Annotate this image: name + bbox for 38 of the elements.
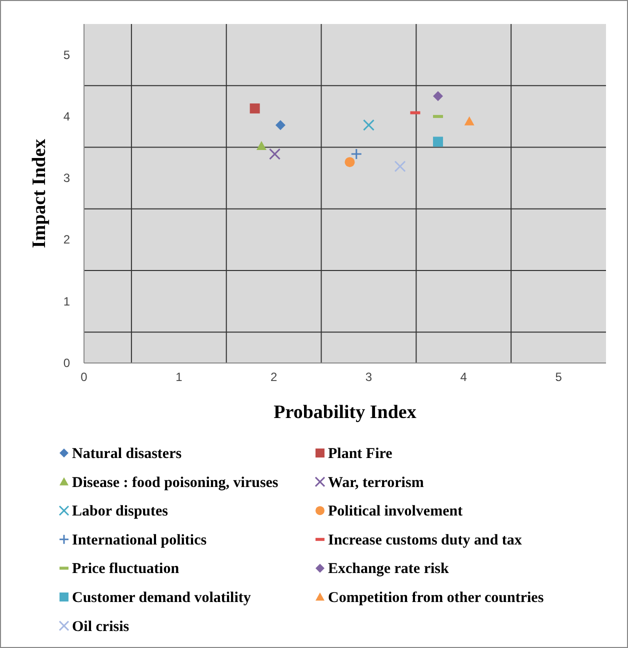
legend-label: Plant Fire [328,446,393,462]
x-tick-label: 3 [365,370,372,384]
legend-label: Exchange rate risk [328,561,450,578]
y-tick-label: 4 [63,109,70,124]
point [350,148,362,160]
point [275,120,286,130]
legend-label: Natural disasters [72,446,182,462]
x-tick-label: 1 [176,370,183,384]
legend-label: Competition from other countries [328,590,544,606]
point [433,136,444,147]
point [362,119,374,131]
legend-label: Labor disputes [72,504,168,520]
y-tick-label: 1 [63,294,70,308]
point [394,160,406,172]
y-axis-title: Impact Index [29,138,50,248]
point [464,116,474,126]
legend-label: Political involvement [328,504,463,520]
legend-label: Disease : food poisoning, viruses [72,474,278,491]
legend-label: Oil crisis [72,618,130,635]
x-tick-label: 0 [80,370,88,384]
legend-label: Price fluctuation [72,561,180,578]
legend-label: War, terrorism [328,474,424,491]
legend-label: Increase customs duty and tax [328,532,522,548]
x-axis-title: Probability Index [274,402,417,423]
y-tick-label: 0 [63,356,70,370]
point [344,157,355,168]
y-tick-label: 5 [63,48,70,62]
x-tick-label: 4 [460,370,468,384]
y-tick-label: 3 [63,171,70,186]
legend-label: International politics [72,532,207,548]
point [269,148,281,160]
x-tick-label: 5 [555,370,562,384]
point [256,141,266,150]
point [250,103,260,114]
x-tick-label: 2 [270,370,278,384]
y-tick-label: 2 [63,232,70,247]
point [433,91,444,102]
legend-label: Customer demand volatility [72,590,252,606]
